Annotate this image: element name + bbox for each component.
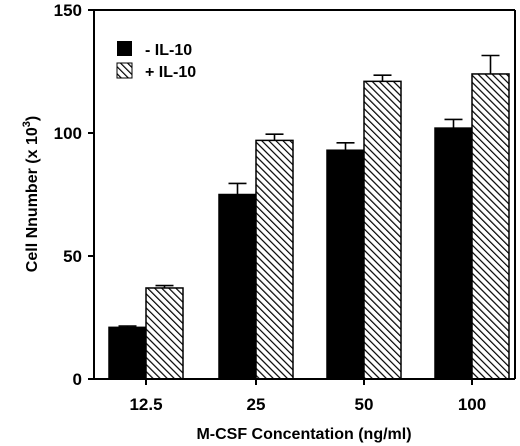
bar-minus-il10-50 (326, 149, 365, 380)
bar-minus-il10-12.5 (108, 326, 147, 380)
error-bar-plus-il10-50 (373, 74, 392, 82)
legend-swatch-minus-il10 (117, 41, 132, 56)
y-tick-label-150: 150 (54, 1, 82, 20)
bar-plus-il10-100 (471, 73, 510, 380)
error-bar-minus-il10-50 (336, 142, 355, 151)
y-axis-ticks: 0 50 100 150 (54, 1, 94, 389)
y-axis-title-suffix: ) (24, 116, 41, 121)
y-tick-label-50: 50 (63, 247, 82, 266)
bar-minus-il10-100 (434, 127, 473, 380)
error-bar-minus-il10-25 (228, 182, 247, 195)
x-axis-title: M-CSF Concentation (ng/ml) (196, 426, 411, 443)
error-bar-plus-il10-100 (481, 54, 500, 74)
y-tick-label-0: 0 (73, 370, 82, 389)
bar-plus-il10-12.5 (145, 287, 184, 380)
y-tick-label-100: 100 (54, 124, 82, 143)
y-axis-title: Cell Nnumber (x 103) (21, 116, 41, 272)
x-tick-label-12.5: 12.5 (129, 395, 162, 414)
x-tick-label-50: 50 (355, 395, 374, 414)
legend-swatch-plus-il10 (116, 62, 133, 79)
bar-minus-il10-25 (218, 193, 257, 380)
error-bar-minus-il10-12.5 (118, 325, 137, 328)
x-axis-ticks: 12.5 25 50 100 (129, 379, 486, 414)
x-tick-label-25: 25 (247, 395, 266, 414)
bar-plus-il10-25 (255, 139, 294, 380)
error-bar-plus-il10-12.5 (155, 284, 174, 288)
plot-frame (93, 9, 516, 380)
legend-label-plus-il10: + IL-10 (145, 64, 196, 81)
error-bars (118, 54, 500, 328)
bar-plus-il10-50 (363, 80, 402, 380)
error-bar-minus-il10-100 (444, 118, 463, 129)
bars (108, 73, 510, 380)
legend-label-minus-il10: - IL-10 (145, 42, 192, 59)
y-axis-title-superscript: 3 (21, 121, 33, 127)
y-axis-title-main: Cell Nnumber (x 10 (24, 127, 41, 272)
x-tick-label-100: 100 (458, 395, 486, 414)
legend: - IL-10 + IL-10 (116, 41, 196, 81)
error-bar-plus-il10-25 (265, 133, 284, 141)
